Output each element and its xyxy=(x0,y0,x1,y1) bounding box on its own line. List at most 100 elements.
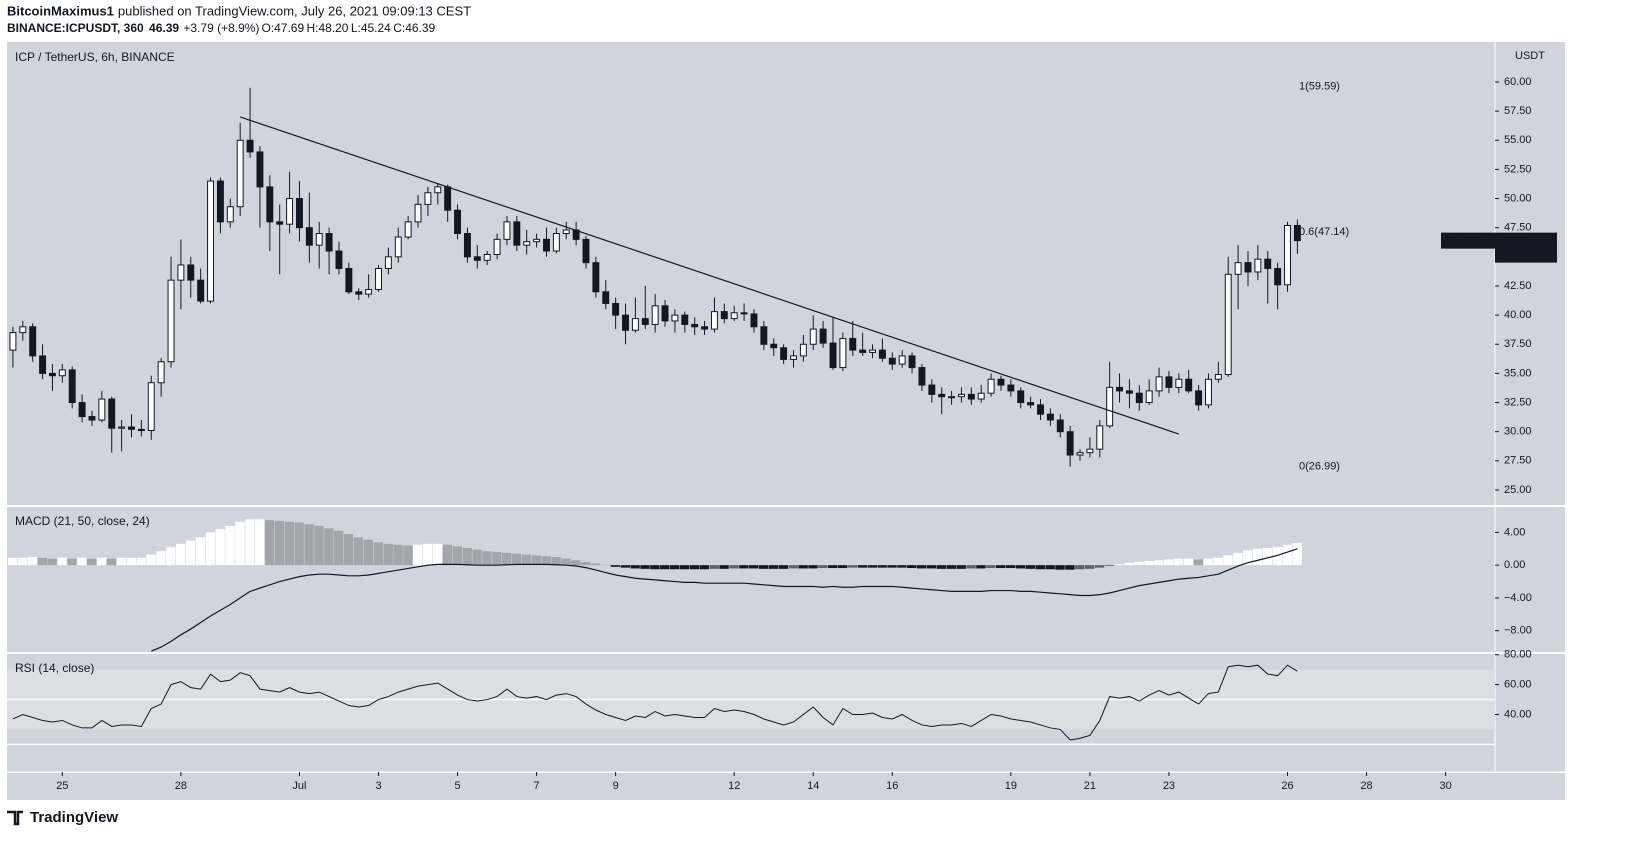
x-tick-label: 28 xyxy=(175,780,187,792)
macd-histogram-bar xyxy=(709,565,719,569)
candle-body xyxy=(1125,390,1133,394)
candle-body xyxy=(493,238,501,255)
quote-text: H: xyxy=(306,21,318,35)
candle-body xyxy=(967,393,975,400)
last-price-box xyxy=(1495,232,1557,263)
candle-body xyxy=(118,426,126,429)
y-tick-label: 40.00 xyxy=(1504,309,1532,321)
y-tick-label: 57.50 xyxy=(1504,105,1532,117)
macd-histogram-bar xyxy=(1203,558,1213,566)
candle-body xyxy=(404,221,412,238)
candle-body xyxy=(602,291,610,304)
macd-histogram-bar xyxy=(699,565,710,570)
macd-histogram-bar xyxy=(946,565,957,569)
price-pane xyxy=(9,87,1301,467)
macd-histogram-bar xyxy=(413,544,423,566)
candle-body xyxy=(790,355,797,360)
macd-histogram-bar xyxy=(1183,558,1194,566)
macd-histogram-bar xyxy=(808,565,818,569)
macd-histogram-bar xyxy=(7,557,18,566)
candle-body xyxy=(345,267,353,293)
macd-histogram-bar xyxy=(778,565,789,569)
candle-body xyxy=(137,428,145,432)
macd-histogram-bar xyxy=(897,565,907,568)
macd-histogram-bar xyxy=(343,534,354,566)
candle-body xyxy=(295,198,303,229)
macd-histogram-bar xyxy=(986,565,996,569)
candle-body xyxy=(839,337,847,369)
candle-body xyxy=(246,139,254,153)
candle-body xyxy=(661,305,669,322)
candle-body xyxy=(641,318,649,325)
candle-body xyxy=(631,318,639,331)
y-tick-label: 35.00 xyxy=(1504,367,1532,379)
candle-body xyxy=(9,332,17,351)
macd-histogram-bar xyxy=(758,565,769,569)
macd-histogram-bar xyxy=(660,565,670,570)
candle-body xyxy=(128,426,135,430)
trendline xyxy=(239,116,1180,435)
macd-histogram-bar xyxy=(1094,565,1105,568)
candle-body xyxy=(928,384,936,395)
macd-histogram-bar xyxy=(531,555,542,566)
x-tick-label: 28 xyxy=(1360,780,1372,792)
macd-histogram-bar xyxy=(749,565,759,569)
macd-histogram-bar xyxy=(837,565,848,569)
macd-histogram-bar xyxy=(245,519,255,566)
candle-body xyxy=(58,369,66,377)
x-tick-label: 21 xyxy=(1084,780,1096,792)
x-tick-label: Jul xyxy=(292,780,306,792)
macd-histogram-bar xyxy=(976,565,986,569)
macd-histogram-bar xyxy=(77,557,87,566)
candle-body xyxy=(286,198,294,225)
quote-text: 46.39 xyxy=(149,21,179,35)
rsi-line xyxy=(12,664,1298,741)
y-tick-label: 37.50 xyxy=(1504,338,1532,350)
x-tick-label: 16 xyxy=(886,780,898,792)
macd-histogram-bar xyxy=(67,558,77,566)
candle-body xyxy=(19,326,27,334)
candle-body xyxy=(859,349,867,353)
macd-histogram-bar xyxy=(235,521,245,566)
candle-body xyxy=(187,264,195,281)
macd-histogram-bar xyxy=(867,565,877,568)
macd-histogram-bar xyxy=(610,565,621,567)
candle-body xyxy=(681,314,689,325)
macd-histogram-bar xyxy=(1193,559,1204,566)
candle-body xyxy=(582,238,590,264)
macd-histogram-bar xyxy=(511,553,522,566)
macd-histogram-bar xyxy=(472,549,482,566)
x-tick-label: 14 xyxy=(807,780,819,792)
pane-legend: RSI (14, close) xyxy=(15,661,94,675)
x-tick-label: 23 xyxy=(1163,780,1175,792)
macd-histogram-bar xyxy=(561,558,571,566)
candle-body xyxy=(78,402,86,418)
candle-body xyxy=(226,206,234,223)
x-tick-label: 19 xyxy=(1005,780,1017,792)
y-tick-label: −4.00 xyxy=(1504,592,1532,604)
candle-body xyxy=(88,416,96,421)
macd-histogram-bar xyxy=(620,565,630,568)
candle-body xyxy=(710,311,718,330)
macd-histogram-bar xyxy=(215,529,225,566)
candle-body xyxy=(315,233,323,246)
candle-body xyxy=(335,250,343,269)
logo-icon xyxy=(7,810,23,826)
candle-body xyxy=(869,349,876,353)
macd-histogram-bar xyxy=(1045,565,1055,570)
candle-body xyxy=(513,221,521,246)
candle-body xyxy=(1244,262,1252,273)
quote-text: 45.24 xyxy=(361,21,391,35)
candle-body xyxy=(1284,224,1291,286)
candle-body xyxy=(1214,374,1222,380)
axis-unit: USDT xyxy=(1515,50,1545,62)
y-tick-label: 52.50 xyxy=(1504,163,1532,175)
fib-label: 0.6(47.14) xyxy=(1299,226,1349,238)
macd-histogram-bar xyxy=(27,556,38,566)
candle-body xyxy=(375,267,382,290)
macd-histogram-bar xyxy=(847,565,858,568)
macd-histogram-bar xyxy=(1233,552,1243,566)
candle-body xyxy=(1056,419,1064,433)
candle-body xyxy=(730,312,738,320)
macd-histogram-bar xyxy=(1114,564,1124,566)
